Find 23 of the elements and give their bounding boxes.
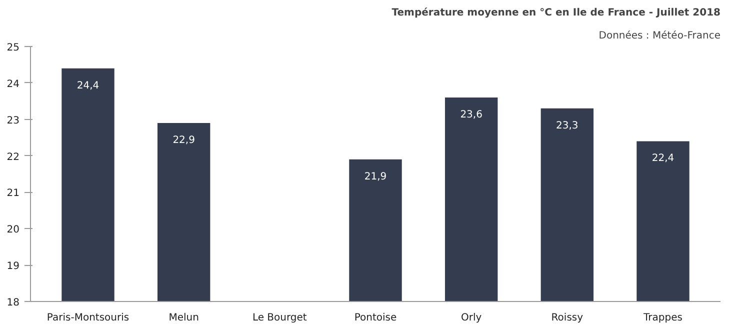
y-tick-label: 25 xyxy=(6,42,20,54)
y-tick-label: 19 xyxy=(6,261,20,272)
x-tick-label: Le Bourget xyxy=(252,312,307,324)
data-label: 22,4 xyxy=(652,153,674,164)
data-label: 24,4 xyxy=(76,80,100,92)
y-tick-label: 23 xyxy=(6,115,20,126)
data-label: 23,6 xyxy=(460,110,482,120)
y-tick-label: 24 xyxy=(6,78,20,90)
x-tick-label: Melun xyxy=(168,312,199,324)
x-tick-label: Trappes xyxy=(642,312,682,324)
chart-title: Température moyenne en °C en Ile de France - Juillet 2018 xyxy=(392,8,721,18)
data-label: 23,3 xyxy=(556,120,578,132)
x-tick-label: Orly xyxy=(460,312,482,324)
y-tick-label: 22 xyxy=(6,152,20,163)
y-tick-label: 18 xyxy=(6,298,20,308)
y-tick-label: 21 xyxy=(6,188,20,200)
x-tick-label: Roissy xyxy=(551,312,584,324)
x-tick-label: Paris-Montsouris xyxy=(46,312,130,324)
y-tick-label: 20 xyxy=(6,224,20,236)
chart-subtitle: Données : Météo-France xyxy=(598,30,721,42)
x-tick-label: Pontoise xyxy=(354,312,397,324)
data-label: 21,9 xyxy=(364,171,387,182)
data-label: 22,9 xyxy=(172,135,195,146)
